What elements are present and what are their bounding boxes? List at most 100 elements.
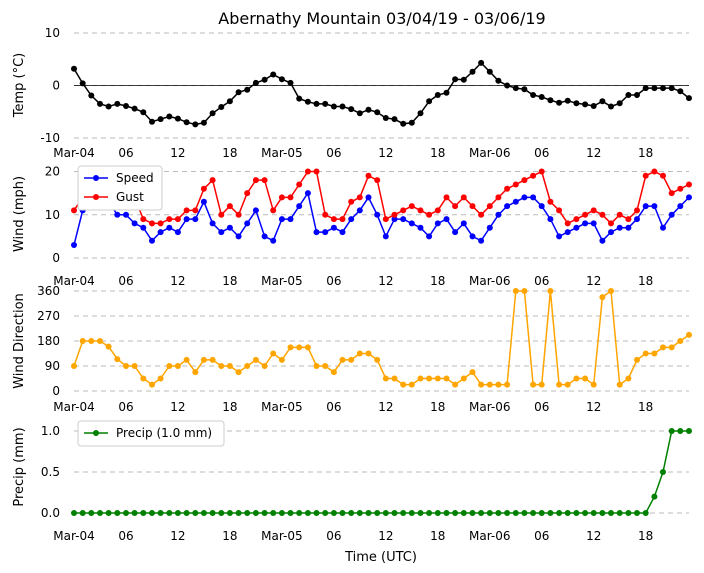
data-point	[200, 119, 207, 126]
data-point	[382, 510, 389, 516]
data-point	[564, 97, 571, 104]
x-tick-label: 18	[430, 274, 445, 288]
y-axis-label: Precip (mm)	[12, 427, 27, 506]
x-tick-label: 18	[638, 146, 653, 160]
data-point	[478, 59, 485, 66]
data-point	[452, 76, 459, 83]
data-point	[686, 181, 692, 188]
data-point	[374, 510, 381, 516]
data-point	[400, 120, 407, 127]
data-point	[616, 100, 623, 107]
panel-wind: 0 10 20 Wind (mph) Mar-04 06 12 18 Mar-05 06 12 18 M…	[12, 165, 692, 288]
data-point	[504, 185, 511, 192]
data-point	[677, 203, 684, 210]
x-tick-label: Mar-05	[261, 146, 302, 160]
data-point	[244, 363, 251, 369]
data-point	[244, 190, 251, 197]
x-tick-label: 18	[430, 146, 445, 160]
data-point	[443, 89, 450, 96]
data-point	[244, 510, 251, 516]
series-line-direction	[73, 289, 690, 386]
data-point	[226, 224, 233, 231]
data-point	[417, 375, 424, 382]
data-point	[573, 100, 580, 107]
data-point	[226, 363, 233, 369]
legend-marker	[93, 430, 99, 436]
x-tick-label: 18	[222, 400, 237, 414]
data-point	[660, 469, 666, 475]
data-point	[278, 194, 285, 201]
x-tick-label: Mar-04	[53, 146, 94, 160]
data-point	[434, 375, 441, 382]
data-point	[400, 510, 407, 516]
data-point	[582, 510, 589, 516]
data-point	[348, 356, 355, 363]
data-point	[304, 190, 311, 197]
data-point	[200, 185, 207, 192]
data-point	[131, 510, 138, 516]
data-point	[642, 203, 649, 210]
data-point	[278, 510, 285, 516]
data-point	[252, 177, 259, 184]
data-point	[348, 216, 355, 223]
data-point	[538, 203, 545, 210]
data-point	[296, 203, 303, 210]
data-point	[270, 510, 277, 516]
data-point	[408, 510, 415, 516]
data-point	[634, 216, 640, 223]
data-point	[590, 207, 597, 214]
data-point	[296, 95, 303, 102]
data-point	[582, 375, 589, 382]
data-point	[313, 229, 320, 236]
data-point	[304, 168, 311, 175]
data-point	[365, 350, 372, 357]
data-point	[356, 110, 363, 117]
data-point	[278, 356, 285, 363]
data-point	[547, 198, 554, 205]
series-line-gust	[73, 169, 690, 225]
data-point	[573, 216, 580, 223]
data-point	[625, 216, 632, 223]
data-point	[634, 356, 640, 363]
data-point	[140, 375, 147, 382]
data-point	[287, 79, 294, 86]
y-tick-label: 0	[52, 79, 60, 93]
data-point	[556, 99, 563, 106]
data-point	[582, 211, 589, 218]
data-point	[400, 216, 407, 223]
x-tick-label: 06	[534, 274, 549, 288]
data-point	[192, 216, 199, 223]
data-point	[538, 94, 545, 100]
data-point	[244, 220, 251, 227]
x-tick-label: 06	[534, 146, 549, 160]
data-point	[174, 115, 181, 122]
data-point	[278, 76, 285, 83]
data-point	[677, 88, 684, 95]
data-point	[244, 86, 251, 93]
data-point	[114, 211, 121, 218]
data-point	[460, 510, 467, 516]
data-point	[547, 288, 554, 294]
data-point	[608, 288, 614, 294]
y-axis-label: Temp (°C)	[12, 53, 27, 119]
data-point	[686, 331, 692, 338]
data-point	[339, 216, 346, 223]
data-point	[426, 375, 433, 382]
data-point	[452, 381, 459, 388]
data-point	[287, 216, 294, 223]
data-point	[391, 211, 398, 218]
data-point	[131, 220, 138, 227]
x-tick-label: 06	[118, 400, 133, 414]
data-point	[218, 229, 225, 236]
data-point	[105, 343, 112, 350]
data-point	[686, 428, 692, 434]
y-tick-label: 10	[45, 26, 60, 40]
x-tick-label: 18	[430, 529, 445, 543]
data-point	[270, 237, 277, 244]
data-point	[183, 119, 190, 126]
y-tick-label: -10	[40, 131, 60, 145]
data-point	[261, 233, 268, 240]
x-tick-label: 12	[170, 274, 185, 288]
data-point	[287, 344, 294, 351]
data-point	[564, 381, 571, 388]
